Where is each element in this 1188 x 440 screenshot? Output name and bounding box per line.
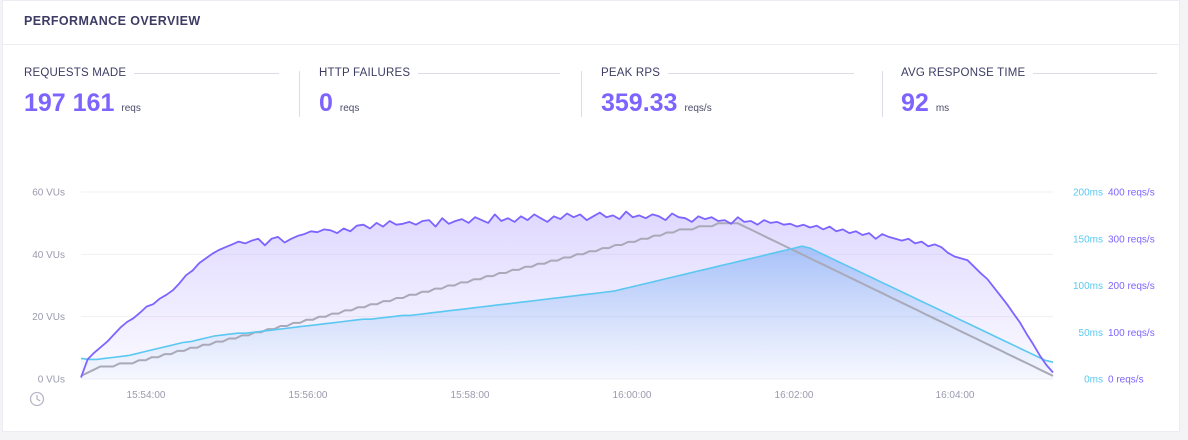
y-tick-label-vus: 40 VUs	[32, 250, 65, 261]
stat-divider	[581, 71, 582, 117]
y-tick-label-rps: 300 reqs/s	[1108, 234, 1155, 245]
stat-rule	[418, 72, 561, 74]
stat-avg-response-time: AVG RESPONSE TIME 92 ms	[901, 67, 1163, 123]
stat-requests-made: REQUESTS MADE 197 161 reqs	[24, 67, 280, 123]
vus-series-line	[80, 222, 1054, 377]
response-time-series-line	[80, 245, 1054, 363]
chart-axis-labels: 0 VUs 20 VUs 40 VUs 60 VUs 0ms 50ms 100ms 150ms…	[32, 188, 1155, 402]
chart-areas	[81, 211, 1053, 379]
y-tick-label-rps: 400 reqs/s	[1108, 188, 1155, 199]
y-tick-label-vus: 20 VUs	[32, 312, 65, 323]
y-tick-label-response-time: 0ms	[1084, 375, 1103, 386]
stat-value: 0	[319, 89, 333, 117]
chart-lines	[80, 210, 1054, 378]
performance-chart: 0 VUs 20 VUs 40 VUs 60 VUs 0ms 50ms 100ms 150ms…	[29, 188, 1155, 407]
x-tick-label: 15:58:00	[451, 390, 490, 401]
stat-label: REQUESTS MADE	[24, 67, 127, 79]
card-header: PERFORMANCE OVERVIEW	[3, 1, 1179, 45]
y-tick-label-vus: 0 VUs	[38, 375, 65, 386]
x-tick-label: 16:00:00	[613, 390, 652, 401]
y-tick-label-rps: 100 reqs/s	[1108, 328, 1155, 339]
y-tick-label-response-time: 100ms	[1073, 281, 1103, 292]
x-tick-label: 15:56:00	[289, 390, 328, 401]
rps-series-line	[80, 210, 1054, 378]
y-tick-label-response-time: 50ms	[1079, 328, 1103, 339]
stat-label: HTTP FAILURES	[319, 67, 411, 79]
stat-rule	[1033, 72, 1158, 74]
x-tick-label: 16:02:00	[775, 390, 814, 401]
stat-divider	[882, 71, 883, 117]
y-tick-label-vus: 60 VUs	[32, 188, 65, 199]
page-title: PERFORMANCE OVERVIEW	[24, 14, 201, 28]
stat-divider	[299, 71, 300, 117]
response-time-area	[81, 246, 1053, 379]
stat-label: PEAK RPS	[601, 67, 661, 79]
y-tick-label-response-time: 200ms	[1073, 188, 1103, 199]
stat-unit: ms	[935, 103, 950, 114]
y-tick-label-rps: 200 reqs/s	[1108, 281, 1155, 292]
performance-card: PERFORMANCE OVERVIEW REQUESTS MADE 197 1…	[2, 0, 1180, 432]
stat-http-failures: HTTP FAILURES 0 reqs	[319, 67, 561, 123]
stat-value: 92	[901, 89, 929, 117]
stat-value: 197 161	[24, 89, 115, 117]
x-tick-label: 16:04:00	[936, 390, 975, 401]
y-tick-label-response-time: 150ms	[1073, 234, 1103, 245]
stat-value: 359.33	[601, 89, 678, 117]
stat-unit: reqs	[339, 103, 360, 114]
stat-rule	[668, 72, 855, 74]
stat-unit: reqs	[121, 103, 141, 114]
y-tick-label-rps: 0 reqs/s	[1108, 375, 1144, 386]
stat-unit: reqs/s	[684, 103, 712, 114]
stat-rule	[134, 72, 280, 74]
clock-icon	[29, 391, 45, 407]
stat-label: AVG RESPONSE TIME	[901, 67, 1026, 79]
stat-peak-rps: PEAK RPS 359.33 reqs/s	[601, 67, 861, 123]
x-tick-label: 15:54:00	[127, 390, 166, 401]
